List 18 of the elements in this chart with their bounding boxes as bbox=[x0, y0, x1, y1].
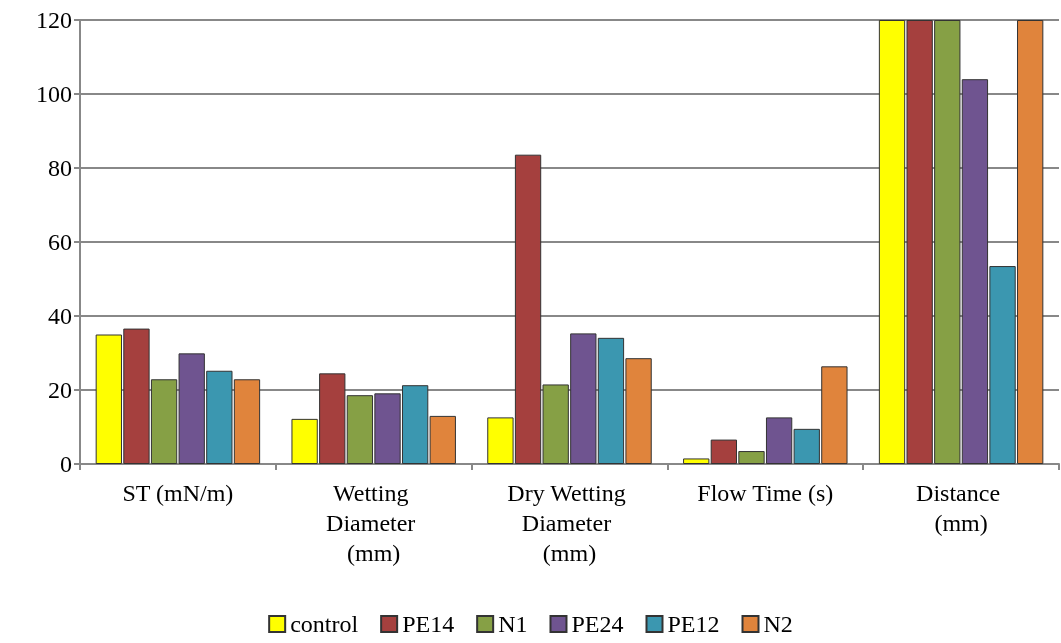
y-tick-label: 40 bbox=[48, 303, 72, 329]
x-tick-label: Flow Time (s) bbox=[697, 480, 834, 506]
y-tick-label: 80 bbox=[48, 155, 72, 181]
x-tick-label: Distance (mm) bbox=[916, 480, 1007, 536]
x-tick-label: ST (mN/m) bbox=[122, 480, 234, 506]
legend-label: N1 bbox=[498, 611, 528, 637]
y-tick-label: 60 bbox=[48, 229, 72, 255]
y-tick-label: 0 bbox=[60, 451, 72, 477]
legend-label: control bbox=[290, 611, 359, 637]
legend-label: PE14 bbox=[402, 611, 455, 637]
y-tick-label: 100 bbox=[36, 81, 72, 107]
y-tick-label: 120 bbox=[36, 7, 72, 33]
legend-label: N2 bbox=[763, 611, 793, 637]
legend-label: PE24 bbox=[571, 611, 624, 637]
x-tick-label: Dry Wetting Diameter (mm) bbox=[507, 480, 632, 566]
x-tick-label: Wetting Diameter (mm) bbox=[326, 480, 422, 566]
legend-label: PE12 bbox=[667, 611, 720, 637]
y-tick-label: 20 bbox=[48, 377, 72, 403]
